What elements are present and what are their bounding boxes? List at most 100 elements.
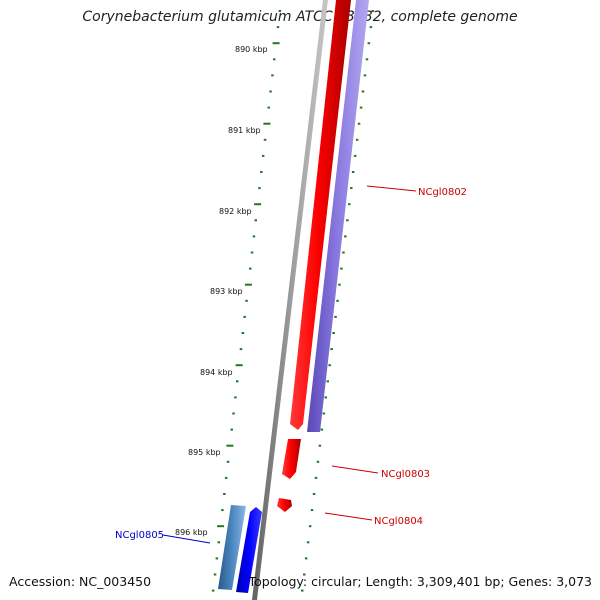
accession-text: Accession: NC_003450 [9,574,152,589]
ruler-tick-outer-25 [322,412,326,415]
ruler-label-895: 895 kbp [188,448,221,457]
ruler-tick-outer-7 [357,122,361,125]
ruler-tick-inner-8 [263,138,267,141]
ruler-tick-inner-32 [217,525,225,528]
ruler-tick-outer-1 [369,26,373,29]
ruler-tick-outer-8 [355,138,359,141]
ruler-tick-outer-31 [310,509,314,512]
gene-ncgl0803-leader [331,465,379,474]
ruler-tick-outer-35 [303,573,306,576]
ruler-tick-inner-16 [249,267,252,270]
ruler-tick-inner-23 [236,380,239,383]
gene-label-ncgl0805[interactable]: NCgl0805 [115,530,164,541]
ruler-tick-outer-20 [332,332,335,334]
ruler-tick-inner-17 [244,283,252,286]
ruler-ticks-inner [211,10,282,592]
ruler-tick-outer-33 [306,541,310,544]
ruler-tick-outer-19 [334,315,337,318]
ruler-tick-inner-30 [223,493,226,495]
gene-label-ncgl0804[interactable]: NCgl0804 [374,516,423,527]
ruler-tick-outer-4 [363,74,367,77]
ruler-tick-outer-22 [328,364,331,367]
ruler-label-893: 893 kbp [210,287,243,296]
gene-label-ncgl0803[interactable]: NCgl0803 [381,469,430,480]
ruler-tick-inner-35 [213,573,217,576]
ruler-tick-inner-33 [217,541,220,544]
ruler-tick-inner-13 [254,219,257,222]
ruler-tick-outer-36 [301,589,304,592]
ruler-tick-inner-21 [239,348,243,351]
ruler-tick-outer-18 [336,299,339,302]
ruler-tick-outer-0 [371,10,374,12]
ruler-tick-outer-9 [353,154,357,157]
ruler-tick-inner-34 [215,557,219,560]
genome-summary-text: Topology: circular; Length: 3,309,401 bp… [248,574,592,589]
ruler-tick-outer-12 [348,203,351,206]
ruler-tick-inner-3 [273,58,276,61]
ruler-tick-outer-28 [316,460,320,463]
ruler-tick-inner-7 [263,122,271,125]
gene-ncgl0802-leader [366,185,417,192]
gene-ncgl0805-body[interactable] [218,505,246,590]
map-title: Corynebacterium glutamicum ATCC 13032, c… [82,9,518,25]
ruler-tick-outer-21 [330,348,333,351]
ruler-tick-inner-0 [278,10,282,12]
ruler-label-896: 896 kbp [175,528,208,537]
ruler-tick-inner-25 [232,412,235,415]
ruler-tick-inner-19 [243,315,246,318]
ruler-tick-inner-10 [260,171,263,173]
ruler-tick-outer-11 [350,187,353,190]
ruler-tick-inner-1 [276,26,280,29]
ruler-tick-inner-11 [258,187,261,190]
ruler-tick-outer-34 [304,557,308,560]
ruler-tick-outer-23 [326,380,329,383]
ruler-tick-inner-6 [267,106,270,109]
ruler-tick-outer-14 [344,235,347,238]
ruler-tick-inner-31 [221,509,224,512]
ruler-tick-outer-2 [367,42,371,45]
ruler-tick-inner-4 [271,74,274,77]
ruler-tick-inner-22 [235,364,243,367]
ruler-tick-inner-26 [230,428,233,431]
ruler-tick-outer-17 [338,283,341,286]
ruler-tick-outer-16 [340,267,343,270]
ruler-tick-inner-27 [226,444,234,447]
ruler-tick-outer-32 [308,525,312,528]
ruler-tick-outer-29 [314,476,318,479]
ruler-tick-inner-28 [226,460,230,463]
ruler-tick-inner-9 [261,154,265,157]
gene-ncgl0805-leader [162,534,211,544]
gene-ncgl0801-body[interactable] [290,0,351,430]
ruler-tick-outer-6 [359,106,363,109]
ruler-tick-outer-30 [312,493,316,495]
ruler-label-890: 890 kbp [235,45,268,54]
ruler-tick-outer-26 [320,428,324,431]
ruler-label-891: 891 kbp [228,126,261,135]
gene-ncgl0804-leader [324,512,373,521]
ruler-tick-inner-15 [250,251,254,254]
ruler-tick-inner-29 [224,476,228,479]
ruler-tick-outer-13 [346,219,349,222]
ruler-tick-outer-3 [365,58,369,61]
ruler-tick-outer-5 [361,90,365,93]
ruler-tick-inner-14 [252,235,256,238]
ruler-tick-inner-18 [245,299,248,302]
ruler-ticks-outer [301,10,374,592]
gene-ncgl0802-body[interactable] [307,0,369,432]
ruler-tick-outer-27 [318,444,322,447]
ruler-tick-inner-5 [269,90,272,93]
ruler-tick-inner-36 [211,589,215,592]
ruler-tick-inner-24 [234,396,237,399]
ruler-tick-inner-20 [241,332,245,334]
gene-ncgl0806-body[interactable] [236,507,262,593]
ruler-tick-inner-12 [254,203,262,206]
ruler-tick-outer-15 [342,251,345,254]
ruler-label-892: 892 kbp [219,207,252,216]
gene-ncgl0804-body[interactable] [277,498,292,512]
genome-backbone [252,0,328,600]
gene-ncgl0803-body[interactable] [282,439,301,479]
gene-label-ncgl0802[interactable]: NCgl0802 [418,187,467,198]
ruler-label-894: 894 kbp [200,368,233,377]
